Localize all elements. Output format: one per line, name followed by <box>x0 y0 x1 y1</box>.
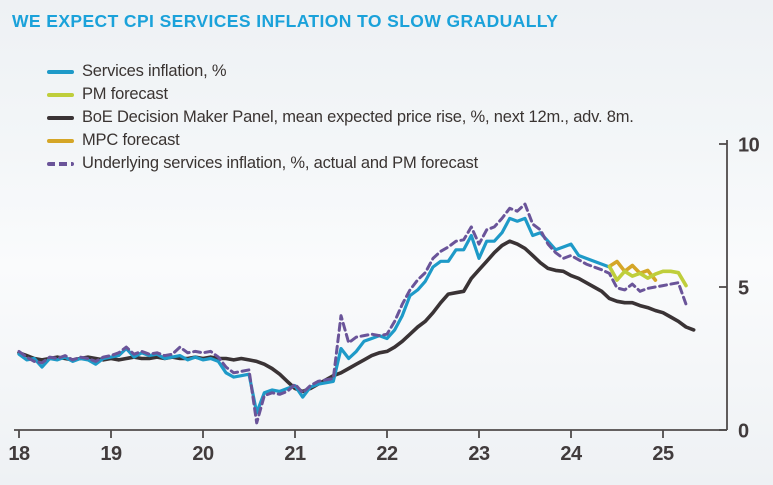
x-tick-label: 25 <box>652 443 674 465</box>
x-tick-label: 18 <box>8 443 30 465</box>
legend-item-mpc-forecast: MPC forecast <box>47 129 634 152</box>
legend-item-services: Services inflation, % <box>47 60 634 83</box>
legend-label: Underlying services inflation, %, actual… <box>82 154 478 172</box>
x-tick-label: 21 <box>284 443 306 465</box>
pm-forecast-line-swatch-icon <box>47 92 74 97</box>
legend-label: MPC forecast <box>82 131 180 149</box>
x-tick-label: 24 <box>560 443 583 465</box>
dmp-line-swatch-icon <box>47 115 74 120</box>
y-tick-label: 5 <box>738 278 749 300</box>
x-tick-label: 23 <box>468 443 490 465</box>
x-tick-label: 19 <box>100 443 122 465</box>
series-dmp <box>17 239 696 394</box>
y-tick-label: 0 <box>738 421 749 443</box>
legend-label: PM forecast <box>82 85 168 103</box>
series-pm_forecast <box>607 264 688 288</box>
services-line-swatch-icon <box>47 69 74 74</box>
legend: Services inflation, % PM forecast BoE De… <box>47 60 634 175</box>
legend-label: BoE Decision Maker Panel, mean expected … <box>82 108 634 126</box>
x-tick-label: 22 <box>376 443 398 465</box>
y-tick-label: 10 <box>738 135 760 157</box>
underlying-dashed-line-swatch-icon <box>47 161 74 166</box>
legend-item-pm-forecast: PM forecast <box>47 83 634 106</box>
series-services <box>17 216 611 415</box>
legend-item-underlying: Underlying services inflation, %, actual… <box>47 152 634 175</box>
legend-label: Services inflation, % <box>82 62 227 80</box>
legend-item-dmp: BoE Decision Maker Panel, mean expected … <box>47 106 634 129</box>
series-mpc_forecast <box>607 259 658 282</box>
chart-title: WE EXPECT CPI SERVICES INFLATION TO SLOW… <box>12 11 559 31</box>
series-underlying <box>17 202 688 425</box>
mpc-forecast-line-swatch-icon <box>47 138 74 143</box>
x-tick-label: 20 <box>192 443 214 465</box>
